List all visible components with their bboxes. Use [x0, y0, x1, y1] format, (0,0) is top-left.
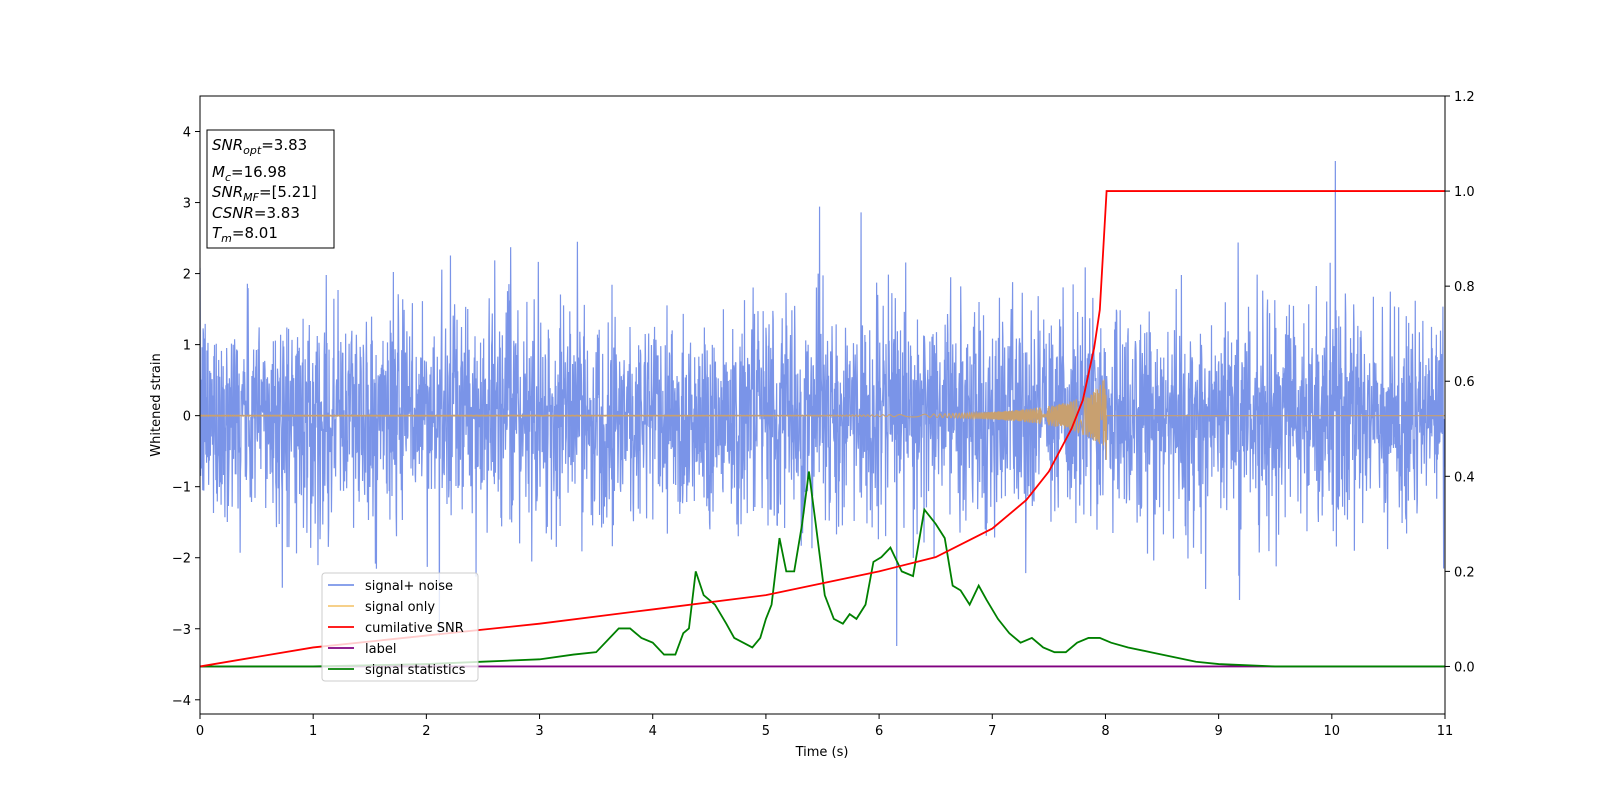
info-line: SNRMF=[5.21]	[212, 183, 317, 204]
legend-entry: label	[365, 642, 396, 657]
x-tick-label: 0	[196, 724, 204, 739]
info-line: SNRopt=3.83	[212, 136, 307, 157]
plot-frame	[199, 95, 1446, 715]
x-tick-label: 3	[535, 724, 543, 739]
signal-noise-line	[200, 161, 1445, 647]
x-tick-label: 10	[1324, 724, 1341, 739]
x-axis: 0 1 2 3 4 5 6 7 8 9 10 11	[196, 714, 1453, 739]
y-tick-label: 3	[183, 197, 191, 212]
legend: signal+ noise signal only cumilative SNR la…	[321, 572, 479, 682]
y-axis-label: Whitened strain	[149, 353, 164, 456]
legend-entry: signal only	[365, 600, 435, 615]
legend-entry: signal statistics	[365, 663, 466, 678]
y-tick-label: −2	[172, 552, 191, 567]
y-tick-label: 0	[183, 410, 191, 425]
signal-only-series	[200, 379, 1445, 460]
y2-tick-label: 1.2	[1454, 90, 1475, 105]
x-tick-label: 6	[875, 724, 883, 739]
y2-tick-label: 1.0	[1454, 185, 1475, 200]
y-tick-label: −3	[172, 623, 191, 638]
y-tick-label: 2	[183, 268, 191, 283]
signal-noise-series	[200, 161, 1445, 647]
info-line: Tm=8.01	[212, 224, 278, 245]
y-tick-label: 1	[183, 339, 191, 354]
y-tick-label: 4	[183, 126, 191, 141]
y2-tick-label: 0.8	[1454, 280, 1475, 295]
info-box-frame	[206, 129, 335, 249]
legend-entry: signal+ noise	[365, 579, 453, 594]
legend-entry: cumilative SNR	[365, 621, 464, 636]
y2-tick-label: 0.0	[1454, 660, 1475, 675]
info-box: SNRopt=3.83 Mc=16.98SNRMF=[5.21]CSNR=3.83…	[206, 129, 335, 249]
x-tick-label: 11	[1437, 724, 1454, 739]
x-tick-label: 9	[1214, 724, 1222, 739]
x-tick-label: 8	[1101, 724, 1109, 739]
x-axis-label: Time (s)	[795, 745, 849, 760]
y2-tick-label: 0.6	[1454, 375, 1475, 390]
x-tick-label: 1	[309, 724, 317, 739]
x-tick-label: 5	[762, 724, 770, 739]
x-tick-label: 7	[988, 724, 996, 739]
cumilative-snr-line	[200, 190, 1445, 668]
info-line: Mc=16.98	[212, 163, 287, 184]
x-tick-label: 4	[649, 724, 657, 739]
info-line: CSNR=3.83	[212, 204, 300, 222]
y2-tick-label: 0.4	[1454, 470, 1475, 485]
y-tick-label: −1	[172, 481, 191, 496]
signal-only-line	[200, 379, 1445, 460]
legend-frame	[321, 572, 479, 682]
y-tick-label: −4	[172, 694, 191, 709]
signal-statistics-line	[200, 471, 1445, 668]
x-tick-label: 2	[422, 724, 430, 739]
y-axis-left: −4 −3 −2 −1 0 1 2 3 4	[172, 126, 200, 709]
y2-tick-label: 0.2	[1454, 565, 1475, 580]
y-axis-right: 0.0 0.2 0.4 0.6 0.8 1.0 1.2	[1445, 90, 1475, 675]
